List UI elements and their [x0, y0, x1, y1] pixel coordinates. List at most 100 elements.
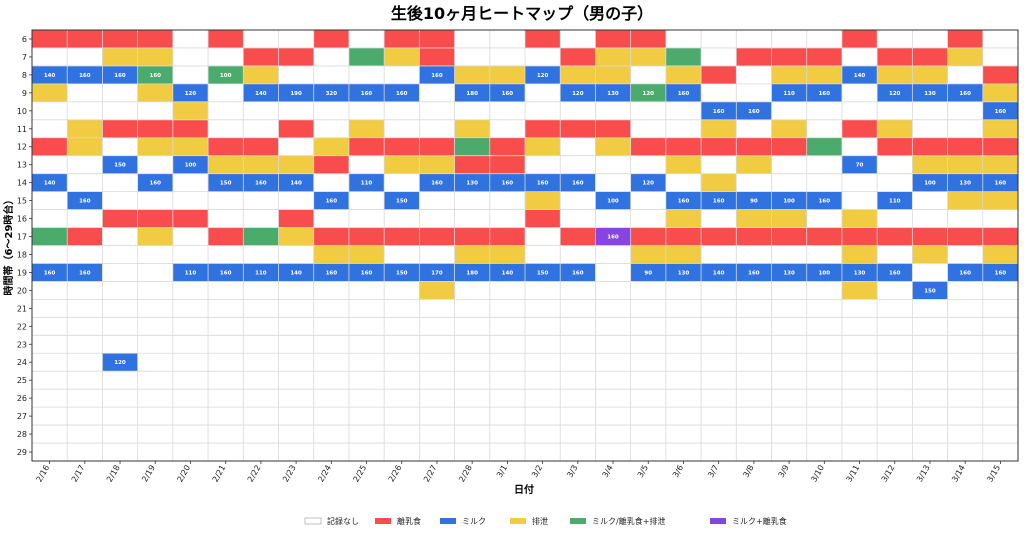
heatmap-cell	[982, 371, 1018, 390]
heatmap-cell	[560, 425, 596, 444]
heatmap-cell	[665, 281, 702, 300]
heatmap-cell	[454, 245, 490, 264]
heatmap-cell	[560, 245, 596, 264]
heatmap-cell	[701, 209, 737, 228]
heatmap-cell	[525, 101, 561, 120]
heatmap-cell	[947, 83, 983, 102]
cell-value-label: 160	[431, 73, 443, 79]
y-tick-label: 22	[17, 322, 27, 331]
heatmap-cell	[982, 173, 1018, 192]
heatmap-cell	[736, 119, 772, 138]
cell-value-label: 70	[856, 163, 864, 169]
heatmap-cell	[771, 425, 807, 444]
heatmap-cell	[208, 353, 244, 372]
heatmap-cell	[771, 47, 807, 66]
cell-value-label: 110	[185, 270, 197, 276]
x-tick-label: 2/19	[140, 464, 157, 484]
heatmap-cell	[172, 245, 209, 264]
heatmap-cell	[208, 227, 244, 246]
heatmap-cell	[912, 227, 948, 246]
heatmap-cell	[67, 281, 103, 300]
heatmap-cell	[877, 101, 913, 120]
heatmap-cell	[102, 443, 138, 461]
heatmap-cell	[278, 407, 314, 426]
heatmap-cell	[595, 389, 631, 408]
heatmap-cell	[489, 443, 525, 461]
heatmap-cell	[419, 263, 455, 282]
heatmap-cell	[771, 119, 807, 138]
heatmap-cell	[137, 245, 173, 264]
heatmap-cell	[701, 137, 737, 156]
heatmap-cell	[947, 317, 983, 336]
heatmap-cell	[243, 227, 279, 246]
cell-value-label: 130	[924, 91, 936, 97]
heatmap-cell	[102, 209, 138, 228]
heatmap-cell	[313, 407, 349, 426]
heatmap-cell	[32, 191, 68, 210]
cell-value-label: 160	[889, 270, 901, 276]
heatmap-cell	[982, 155, 1018, 174]
heatmap-cell	[947, 425, 983, 444]
heatmap-cell	[489, 425, 525, 444]
heatmap-cell	[701, 425, 737, 444]
heatmap-cell	[348, 335, 385, 354]
heatmap-cell	[172, 101, 209, 120]
cell-value-label: 160	[150, 73, 162, 79]
heatmap-cell	[172, 425, 209, 444]
heatmap-cell	[208, 245, 244, 264]
heatmap-cell	[912, 191, 948, 210]
x-tick-label: 3/15	[985, 464, 1002, 484]
heatmap-cell	[595, 425, 631, 444]
heatmap-cell	[841, 443, 878, 461]
heatmap-cell	[348, 371, 385, 390]
heatmap-cell	[348, 30, 385, 48]
heatmap-cell	[137, 30, 173, 48]
heatmap-cell	[806, 407, 842, 426]
heatmap-cell	[102, 155, 138, 174]
heatmap-cell	[560, 317, 596, 336]
heatmap-cell	[172, 30, 209, 48]
heatmap-cell	[665, 245, 702, 264]
heatmap-cell	[32, 317, 68, 336]
x-tick-label: 2/22	[246, 464, 263, 484]
x-tick-label: 3/7	[706, 464, 720, 480]
cell-value-label: 150	[396, 270, 408, 276]
heatmap-cell	[489, 245, 525, 264]
heatmap-cell	[877, 245, 913, 264]
heatmap-cell	[701, 299, 737, 318]
heatmap-cell	[806, 227, 842, 246]
heatmap-cell	[630, 83, 666, 102]
heatmap-cell	[243, 443, 279, 461]
heatmap-cell	[771, 227, 807, 246]
heatmap-cell	[243, 263, 279, 282]
heatmap-cell	[595, 209, 631, 228]
heatmap-cell	[525, 407, 561, 426]
y-tick-label: 29	[17, 448, 27, 457]
heatmap-cell	[525, 335, 561, 354]
heatmap-cell	[806, 371, 842, 390]
heatmap-cell	[665, 101, 702, 120]
heatmap-cell	[806, 443, 842, 461]
heatmap-cell	[278, 155, 314, 174]
heatmap-cell	[208, 317, 244, 336]
heatmap-cell	[454, 119, 490, 138]
cell-value-label: 160	[678, 91, 690, 97]
heatmap-cell	[806, 281, 842, 300]
heatmap-cell	[384, 119, 420, 138]
heatmap-cell	[454, 65, 490, 84]
y-tick-label: 28	[17, 430, 27, 439]
heatmap-cell	[172, 137, 209, 156]
x-tick-label: 2/16	[35, 464, 52, 484]
heatmap-cell	[454, 209, 490, 228]
cell-value-label: 120	[572, 91, 584, 97]
heatmap-cell	[736, 407, 772, 426]
heatmap-cell	[982, 389, 1018, 408]
heatmap-cell	[32, 155, 68, 174]
heatmap-cell	[67, 155, 103, 174]
heatmap-cell	[806, 155, 842, 174]
heatmap-cell	[841, 137, 878, 156]
heatmap-cell	[560, 119, 596, 138]
heatmap-cell	[67, 389, 103, 408]
heatmap-cell	[208, 173, 244, 192]
heatmap-cell	[595, 83, 631, 102]
